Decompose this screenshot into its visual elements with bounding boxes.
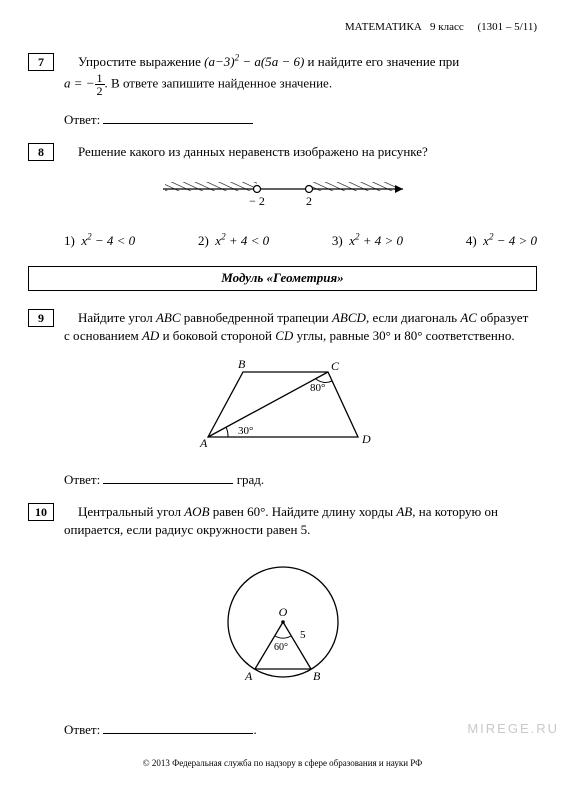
p7-cond-pre: a = −: [64, 75, 95, 90]
module-header: Модуль «Геометрия»: [28, 266, 537, 290]
problem-9: 9 Найдите угол ABC равнобедренной трапец…: [28, 309, 537, 490]
trapezoid-diagram: 30° 80° A B C D: [28, 357, 537, 457]
p10-text: Центральный угол AOB равен 60°. Найдите …: [64, 503, 537, 539]
label-b: B: [238, 357, 246, 371]
opt-3: 3) x2 + 4 > 0: [332, 232, 403, 250]
label-b: B: [313, 669, 321, 683]
answer-label: Ответ:: [64, 472, 100, 487]
p9-text: Найдите угол ABC равнобедренной трапеции…: [64, 309, 537, 345]
problem-number: 10: [28, 503, 54, 521]
exam-code: (1301 – 5/11): [478, 21, 537, 33]
answer-blank: [103, 112, 253, 124]
label-d: D: [361, 432, 371, 446]
number-line-svg: − 2 2: [153, 173, 413, 213]
trapezoid-svg: 30° 80° A B C D: [188, 357, 378, 452]
p7-cond-post: . В ответе запишите найденное значение.: [105, 75, 333, 90]
radius-5: 5: [300, 629, 306, 641]
label-a: A: [199, 436, 208, 450]
label-c: C: [331, 359, 340, 373]
tick-left: − 2: [249, 194, 265, 208]
watermark: MIREGE.RU: [467, 720, 559, 738]
options-row: 1) x2 − 4 < 0 2) x2 + 4 < 0 3) x2 + 4 > …: [64, 232, 537, 250]
tick-right: 2: [306, 194, 312, 208]
problem-number: 8: [28, 143, 54, 161]
problem-7: 7 Упростите выражение (a−3)2 − a(5a − 6)…: [28, 53, 537, 128]
problem-10: 10 Центральный угол AOB равен 60°. Найди…: [28, 503, 537, 739]
opt-4: 4) x2 − 4 > 0: [466, 232, 537, 250]
page-header: МАТЕМАТИКА 9 класс (1301 – 5/11): [28, 20, 537, 35]
angle-30: 30°: [238, 425, 253, 437]
problem-number: 9: [28, 309, 54, 327]
p8-text: Решение какого из данных неравенств изоб…: [64, 143, 537, 161]
answer-label: Ответ:: [64, 722, 100, 737]
opt-1: 1) x2 − 4 < 0: [64, 232, 135, 250]
angle-80: 80°: [310, 382, 325, 394]
angle-60: 60°: [274, 642, 288, 653]
answer-row: Ответ:: [64, 111, 537, 129]
problem-8: 8 Решение какого из данных неравенств из…: [28, 143, 537, 251]
answer-blank: [103, 722, 253, 734]
label-a: A: [244, 669, 253, 683]
label-o: O: [278, 605, 287, 619]
opt-2: 2) x2 + 4 < 0: [198, 232, 269, 250]
p7-expr: (a−3)2 − a(5a − 6): [204, 54, 304, 69]
subject: МАТЕМАТИКА: [345, 21, 422, 33]
problem-number: 7: [28, 53, 54, 71]
number-line-diagram: − 2 2: [28, 173, 537, 218]
answer-label: Ответ:: [64, 112, 100, 127]
answer-unit: град.: [237, 472, 264, 487]
grade: 9 класс: [430, 21, 464, 33]
circle-diagram: O 60° 5 A B: [28, 552, 537, 707]
p7-text-b: и найдите его значение при: [308, 54, 460, 69]
fraction: 12: [95, 72, 105, 97]
copyright-footer: © 2013 Федеральная служба по надзору в с…: [28, 757, 537, 770]
answer-row: Ответ: .: [64, 721, 537, 739]
answer-row: Ответ: град.: [64, 471, 537, 489]
circle-svg: O 60° 5 A B: [203, 552, 363, 702]
p7-text-a: Упростите выражение: [78, 54, 204, 69]
answer-blank: [103, 472, 233, 484]
